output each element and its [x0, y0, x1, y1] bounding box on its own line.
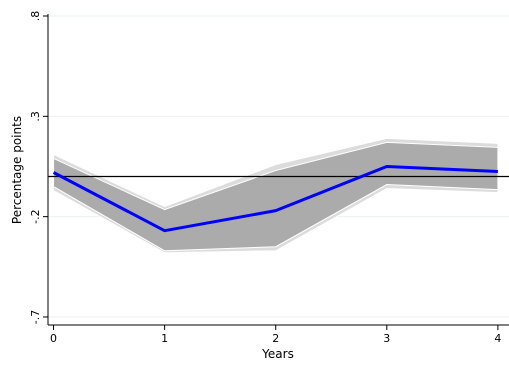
y-tick-label: -.2 [29, 209, 42, 223]
inner-confidence-band [53, 141, 499, 252]
x-axis-label: Years [261, 347, 294, 361]
x-tick-label: 4 [494, 332, 501, 345]
axes: -.7 -.2 .3 .8 0 1 2 3 4 [29, 11, 509, 345]
x-tick-label: 2 [272, 332, 279, 345]
confidence-bands [53, 137, 499, 254]
y-tick-label: .8 [29, 11, 42, 22]
y-axis-label: Percentage points [10, 116, 24, 224]
y-tick-label: -.7 [29, 310, 42, 324]
y-tick-label: .3 [29, 111, 42, 122]
x-tick-label: 1 [161, 332, 168, 345]
x-tick-label: 0 [50, 332, 57, 345]
x-tick-label: 3 [383, 332, 390, 345]
series-line [52, 164, 498, 233]
series-layer [52, 164, 498, 233]
